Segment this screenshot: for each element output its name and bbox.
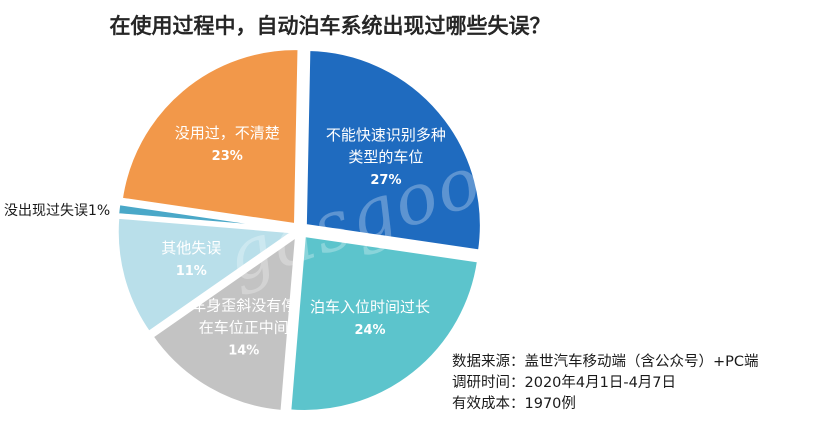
slice-label-2: 车身歪斜没有停 [191, 297, 296, 315]
slice-value-3: 11% [176, 264, 207, 279]
slice-value-0: 27% [370, 173, 401, 188]
slice-label-4: 没出现过失误1% [4, 203, 110, 219]
chart-title: 在使用过程中，自动泊车系统出现过哪些失误？ [109, 14, 551, 38]
pie-slice-0 [303, 47, 483, 253]
slice-label-3: 其他失误 [161, 239, 221, 257]
pie-slice-5 [119, 47, 301, 227]
source-notes: 数据来源：盖世汽车移动端（含公众号）+PC端 调研时间：2020年4月1日-4月… [452, 352, 759, 415]
pie-slice-1 [288, 233, 481, 413]
pie-slice-2 [149, 233, 299, 414]
sample-line: 有效成本：1970例 [452, 396, 576, 412]
slice-label-2: 在车位正中间 [199, 319, 289, 337]
slice-label-0: 类型的车位 [348, 148, 423, 166]
source-line: 数据来源：盖世汽车移动端（含公众号）+PC端 [452, 354, 759, 370]
slice-label-5: 没用过，不清楚 [175, 124, 280, 142]
pie-slice-4 [116, 201, 294, 231]
slice-value-1: 24% [354, 323, 385, 338]
period-line: 调研时间：2020年4月1日-4月7日 [452, 375, 677, 391]
slice-value-5: 23% [212, 149, 243, 164]
slice-label-1: 泊车入位时间过长 [310, 298, 430, 316]
pie-slice-3 [115, 215, 298, 335]
slice-label-0: 不能快速识别多种 [326, 126, 446, 144]
slice-value-2: 14% [228, 344, 259, 359]
